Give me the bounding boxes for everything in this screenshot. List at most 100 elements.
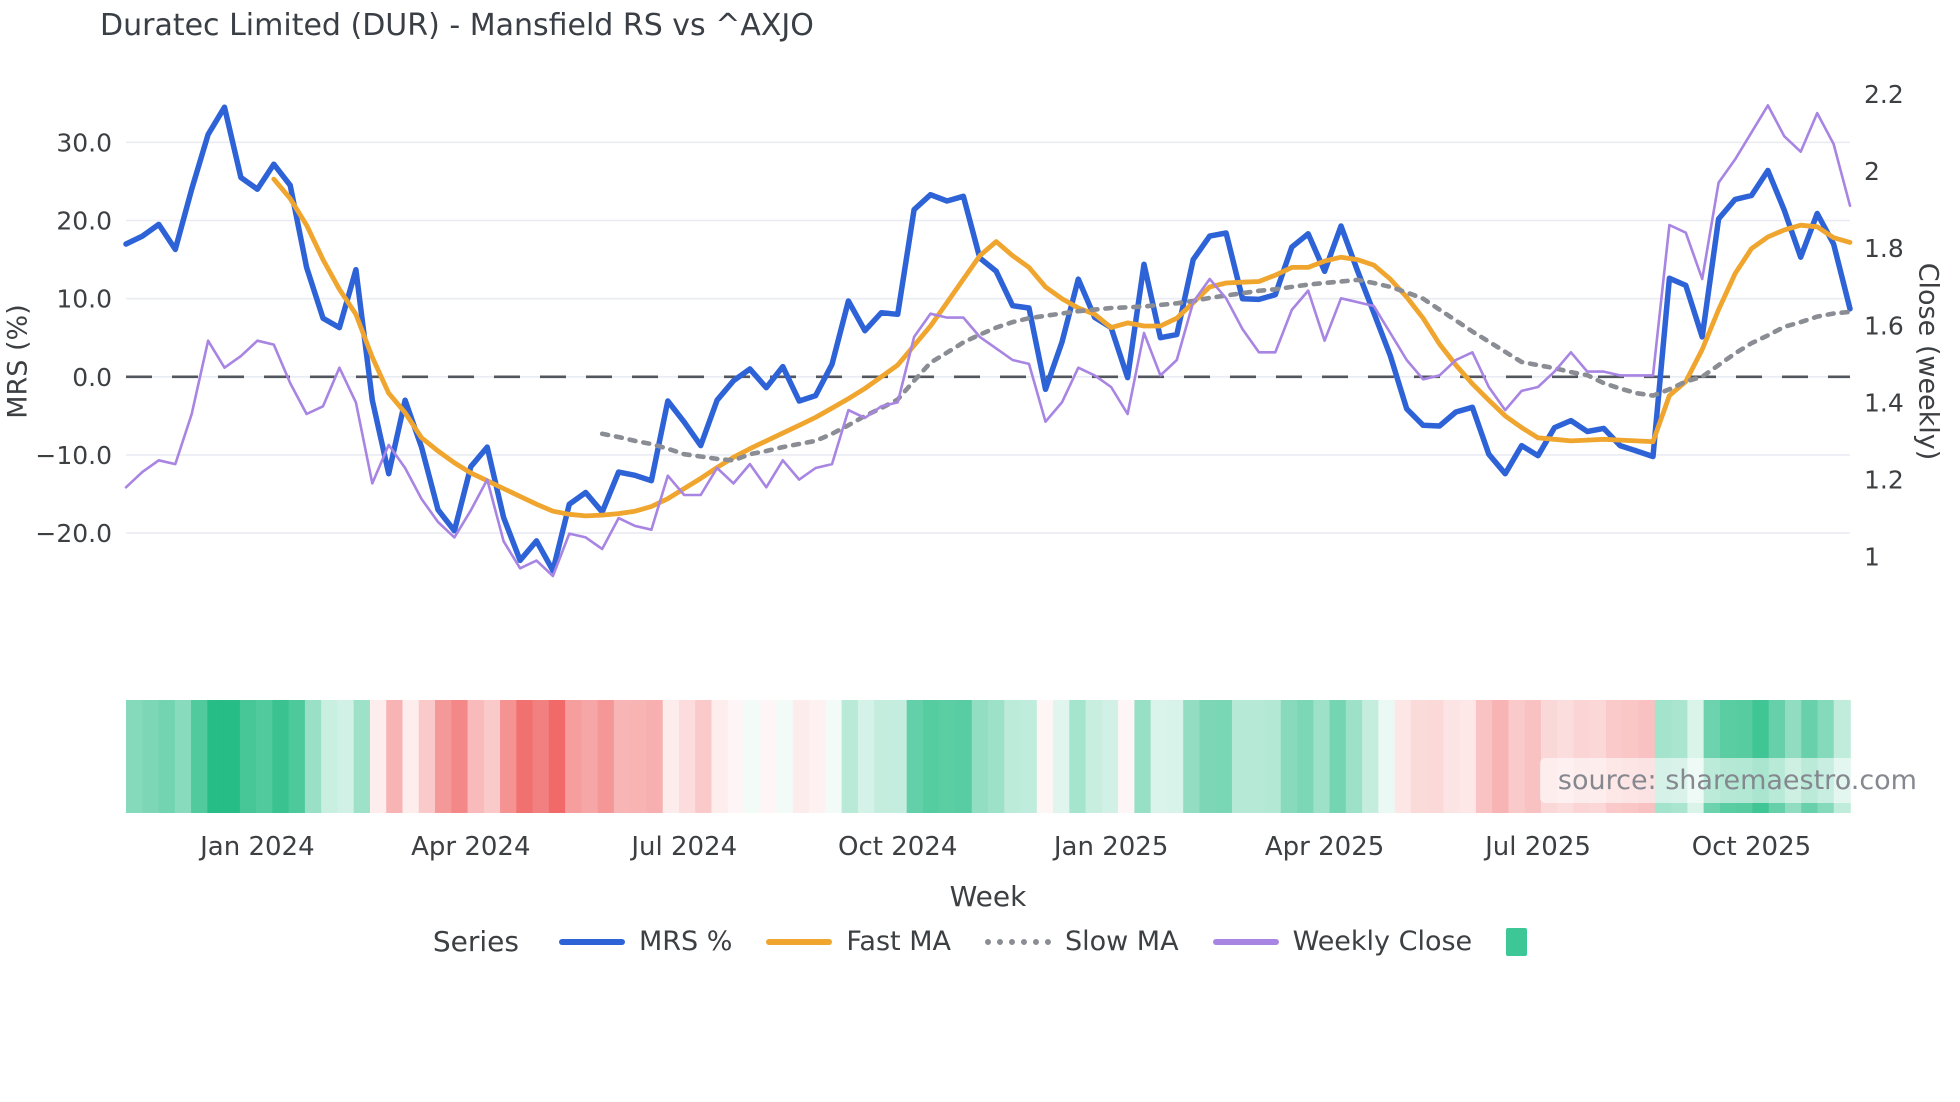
heatmap-cell [646, 700, 664, 813]
heatmap-cell [1394, 700, 1412, 813]
heatmap-cell [597, 700, 615, 813]
heatmap-cell [1150, 700, 1168, 813]
heatmap-cell [711, 700, 729, 813]
heatmap-cell [126, 700, 144, 813]
heatmap-cell [1297, 700, 1315, 813]
heatmap-cell [1280, 700, 1298, 813]
right-tick-label: 1.8 [1864, 234, 1904, 263]
heatmap-cell [500, 700, 518, 813]
x-tick-label: Apr 2024 [411, 832, 530, 862]
fast-ma-line [271, 176, 1853, 519]
heatmap-cell [1231, 700, 1250, 813]
heatmap-cell [776, 700, 794, 813]
legend: Series MRS % Fast MA Slow MA Weekly Clos… [0, 925, 1960, 958]
heatmap-swatch-icon [1506, 927, 1528, 956]
left-axis-title: MRS (%) [2, 304, 34, 419]
heatmap-cell [191, 700, 209, 813]
weekly-close-line [124, 104, 1852, 578]
heatmap-cell [321, 700, 339, 813]
legend-label-weekly-close: Weekly Close [1292, 926, 1473, 957]
x-tick-label: Oct 2024 [838, 832, 957, 862]
heatmap-cell [1004, 700, 1022, 813]
legend-item-fast-ma: Fast MA [766, 926, 951, 957]
heatmap-cell [613, 700, 631, 813]
left-tick-label: 10.0 [56, 285, 112, 314]
right-tick-label: 1.6 [1864, 311, 1904, 340]
x-tick-label: Jul 2024 [629, 832, 737, 862]
mrs-line-swatch-icon [558, 938, 625, 945]
heatmap-cell [825, 700, 843, 813]
heatmap-cell [744, 700, 762, 813]
heatmap-cell [467, 700, 485, 813]
heatmap-cell [988, 700, 1006, 813]
heatmap-cell [1345, 700, 1363, 813]
heatmap-cell [809, 700, 827, 813]
heatmap-cell [1053, 700, 1071, 813]
heatmap-cell [1427, 700, 1445, 813]
legend-title: Series [432, 925, 519, 958]
heatmap-cell [207, 700, 225, 813]
heatmap-cell [1378, 700, 1396, 813]
heatmap-cell [841, 700, 859, 813]
heatmap-cell [418, 700, 436, 813]
left-tick-label: 0.0 [72, 363, 112, 392]
right-tick-label: 2.2 [1864, 80, 1904, 109]
heatmap-cell [874, 700, 892, 813]
heatmap-cell [727, 700, 745, 813]
heatmap-cell [939, 700, 957, 813]
heatmap-cell [288, 700, 306, 813]
heatmap-cell [1118, 700, 1136, 813]
heatmap-cell [158, 700, 176, 813]
x-tick-label: Jan 2025 [1052, 832, 1169, 862]
heatmap-cell [386, 700, 404, 813]
heatmap-cell [532, 700, 550, 813]
heatmap-cell [1020, 700, 1038, 813]
heatmap-cell [760, 700, 778, 813]
heatmap-cell [256, 700, 274, 813]
heatmap-cell [890, 700, 908, 813]
heatmap-cell [857, 700, 875, 813]
left-tick-label: −10.0 [35, 441, 112, 470]
right-tick-label: 2 [1864, 157, 1880, 186]
heatmap-cell [955, 700, 973, 813]
heatmap-cell [516, 700, 534, 813]
heatmap-cell [1183, 700, 1201, 813]
heatmap-cell [1362, 700, 1380, 813]
heatmap-cell [1248, 700, 1266, 813]
heatmap-cell [223, 700, 241, 813]
legend-item-mrs: MRS % [558, 926, 732, 957]
heatmap-cell [174, 700, 192, 813]
heatmap-cell [1524, 700, 1542, 813]
heatmap-cell [451, 700, 469, 813]
heatmap-cell [971, 700, 989, 813]
legend-item-weekly-close: Weekly Close [1212, 926, 1473, 957]
heatmap-cell [581, 700, 599, 813]
heatmap-cell [1199, 700, 1217, 813]
heatmap-cell [272, 700, 290, 813]
heatmap-cell [1101, 700, 1119, 813]
heatmap-cell [353, 700, 371, 813]
heatmap-cell [1166, 700, 1184, 813]
heatmap-cell [695, 700, 713, 813]
heatmap-cell [1134, 700, 1152, 813]
x-tick-label: Jan 2024 [198, 832, 315, 862]
mrs-line [123, 104, 1853, 574]
legend-label-fast-ma: Fast MA [846, 926, 951, 957]
slow-ma-dotted-swatch-icon [984, 938, 1051, 945]
x-tick-label: Oct 2025 [1692, 832, 1811, 862]
left-tick-label: −20.0 [35, 519, 112, 548]
right-tick-label: 1 [1864, 543, 1880, 572]
heatmap-cell [1443, 700, 1461, 813]
heatmap-cell [1492, 700, 1510, 813]
source-watermark: source: sharemaestro.com [1539, 758, 1935, 803]
right-axis-title: Close (weekly) [1912, 262, 1944, 461]
heatmap-cell [402, 700, 420, 813]
heatmap-cell [1085, 700, 1103, 813]
left-tick-label: 20.0 [56, 207, 112, 236]
slow-ma-line [599, 277, 1853, 463]
heatmap-cell [678, 700, 697, 813]
right-tick-label: 1.4 [1864, 388, 1904, 417]
fast-ma-line-swatch-icon [766, 938, 833, 945]
chart-title: Duratec Limited (DUR) - Mansfield RS vs … [100, 8, 814, 43]
